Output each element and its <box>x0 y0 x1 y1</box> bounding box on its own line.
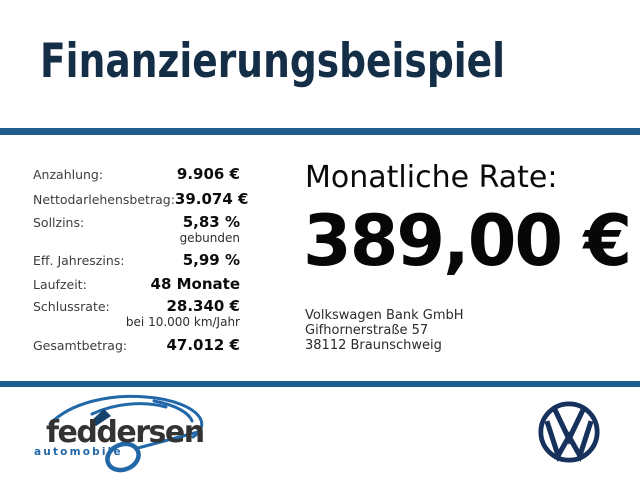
monthly-rate-heading: Monatliche Rate: <box>305 160 558 195</box>
row-value: 5,99 % <box>182 251 240 269</box>
row-label: Gesamtbetrag: <box>33 338 128 353</box>
row-label: Nettodarlehensbetrag: <box>33 192 175 207</box>
dealer-logo-icon: feddersen automobile <box>34 394 205 473</box>
table-row: Eff. Jahreszins: 5,99 % <box>33 252 240 269</box>
row-value: 39.074 € <box>174 190 249 208</box>
table-row: Laufzeit: 48 Monate <box>33 276 240 293</box>
row-subtext: gebunden <box>179 231 240 245</box>
row-label: Anzahlung: <box>33 167 104 182</box>
table-row: Anzahlung: 9.906 € <box>33 166 240 183</box>
bank-street: Gifhornerstraße 57 <box>305 323 429 338</box>
row-label: Sollzins: <box>33 215 85 230</box>
row-value: 5,83 % <box>182 213 240 231</box>
row-label: Laufzeit: <box>33 277 87 292</box>
row-label: Eff. Jahreszins: <box>33 253 125 268</box>
bank-address: Volkswagen Bank GmbH Gifhornerstraße 57 … <box>305 308 464 353</box>
row-value: 48 Monate <box>150 275 240 293</box>
vw-logo-icon <box>538 401 600 463</box>
row-value: 9.906 € <box>176 165 240 183</box>
car-mirror-icon <box>90 409 111 426</box>
row-label: Schlussrate: <box>33 299 110 314</box>
bottom-divider <box>0 381 640 387</box>
top-divider <box>0 128 640 135</box>
monthly-rate-amount: 389,00 € <box>303 200 632 282</box>
table-row: Gesamtbetrag: 47.012 € <box>33 337 240 354</box>
row-value: 47.012 € <box>166 336 240 354</box>
row-value: 28.340 € <box>166 297 240 315</box>
row-subtext: bei 10.000 km/Jahr <box>125 315 240 329</box>
bank-city: 38112 Braunschweig <box>305 338 442 353</box>
bank-name: Volkswagen Bank GmbH <box>305 308 464 323</box>
finance-table: Anzahlung: 9.906 € Nettodarlehensbetrag:… <box>33 166 248 354</box>
dealer-tagline: automobile <box>34 446 123 458</box>
table-row: Schlussrate: 28.340 € bei 10.000 km/Jahr <box>33 298 240 330</box>
dealer-name: feddersen <box>46 415 204 450</box>
car-sketch-icon <box>48 394 204 473</box>
page-title: Finanzierungsbeispiel <box>40 34 506 89</box>
table-row: Nettodarlehensbetrag: 39.074 € <box>33 191 248 208</box>
table-row: Sollzins: 5,83 % gebunden <box>33 214 240 246</box>
